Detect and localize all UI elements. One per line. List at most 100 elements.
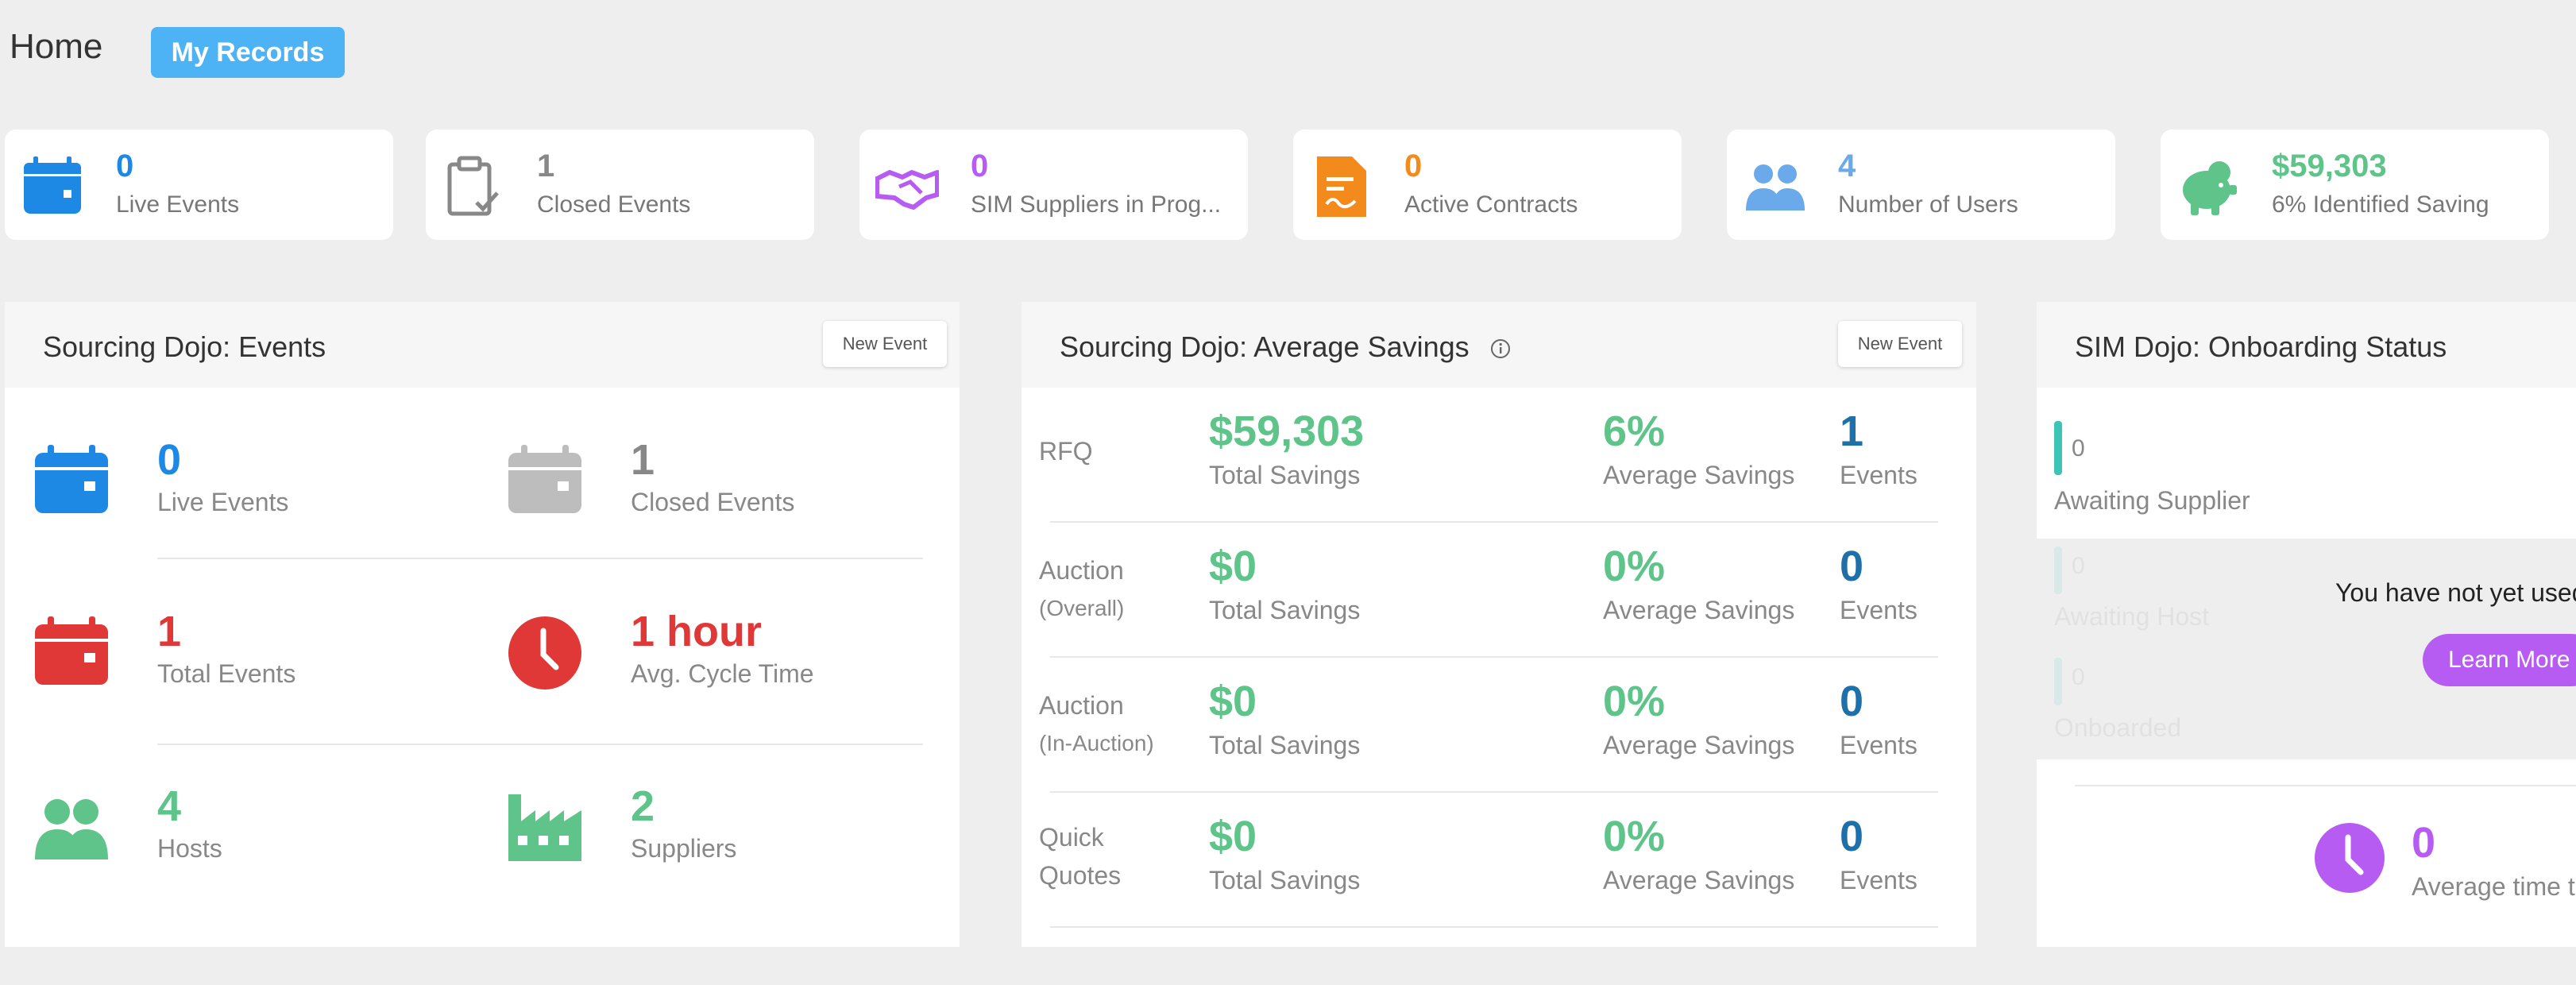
avg-cycle-time-value: 1 hour: [631, 608, 763, 655]
stat-value: 0: [971, 149, 989, 183]
panel-title: Sourcing Dojo: Average Savings: [1060, 330, 1511, 364]
total-savings-label: Total Savings: [1209, 731, 1361, 759]
panel-header: SIM Dojo: Onboarding Status: [2037, 302, 2576, 388]
panel-header: Sourcing Dojo: Average Savings New Event: [1022, 302, 1976, 388]
suppliers-label: Suppliers: [631, 834, 737, 863]
divider: [2075, 785, 2576, 786]
stat-card-active-contracts[interactable]: 0 Active Contracts: [1293, 129, 1682, 240]
total-savings-value: $0: [1209, 543, 1257, 590]
average-savings-value: 0%: [1603, 543, 1666, 590]
panel-title-text: Sourcing Dojo: Average Savings: [1060, 330, 1470, 363]
status-bar: [2054, 421, 2062, 475]
stat-value: 1: [537, 149, 555, 183]
events-value: 1: [1840, 408, 1864, 455]
row-label: Quick Quotes: [1039, 818, 1121, 894]
status-label: Awaiting Supplier: [2054, 486, 2250, 515]
stat-card-number-of-users[interactable]: 4 Number of Users: [1727, 129, 2115, 240]
contract-icon: [1317, 156, 1366, 217]
row-label: Auction (Overall): [1039, 551, 1124, 628]
total-events-label: Total Events: [157, 659, 296, 688]
calendar-icon: [35, 616, 108, 685]
row-label: RFQ: [1039, 432, 1093, 470]
stat-card-identified-saving[interactable]: $59,303 6% Identified Saving: [2161, 129, 2549, 240]
closed-events-label: Closed Events: [631, 488, 795, 516]
row-label-sub: (Overall): [1039, 596, 1125, 620]
stat-value: $59,303: [2272, 149, 2387, 183]
stat-label: Number of Users: [1838, 191, 2018, 218]
row-label-sub: (In-Auction): [1039, 731, 1154, 755]
average-time-value: 0: [2412, 819, 2436, 867]
live-events-label: Live Events: [157, 488, 289, 516]
stat-label: Live Events: [116, 191, 240, 218]
row-label-sub: Quotes: [1039, 861, 1122, 890]
average-savings-label: Average Savings: [1603, 461, 1795, 489]
status-label: Onboarded: [2054, 713, 2182, 742]
events-value: 0: [1840, 678, 1864, 725]
clock-icon: [508, 616, 581, 690]
my-records-button[interactable]: My Records: [151, 27, 345, 78]
users-icon: [35, 799, 108, 859]
clipboard-check-icon: [447, 156, 499, 216]
total-savings-label: Total Savings: [1209, 461, 1361, 489]
stat-label: 6% Identified Saving: [2272, 191, 2489, 218]
row-label-main: Auction: [1039, 556, 1124, 585]
factory-icon: [508, 794, 581, 861]
divider: [1050, 656, 1938, 658]
calendar-icon: [35, 445, 108, 513]
new-event-button[interactable]: New Event: [1838, 321, 1962, 367]
row-label-main: Auction: [1039, 691, 1124, 720]
hosts-value: 4: [157, 782, 182, 830]
piggy-bank-icon: [2183, 161, 2237, 215]
events-panel: Sourcing Dojo: Events New Event 0 Live E…: [5, 302, 960, 947]
average-savings-value: 0%: [1603, 813, 1666, 860]
divider: [1050, 521, 1938, 523]
new-event-button[interactable]: New Event: [823, 321, 947, 367]
page-title: Home: [10, 27, 103, 66]
row-label-main: RFQ: [1039, 437, 1093, 465]
stat-label: Active Contracts: [1404, 191, 1578, 218]
divider: [157, 558, 923, 559]
calendar-icon: [24, 156, 81, 214]
total-savings-value: $0: [1209, 813, 1257, 860]
divider: [1050, 791, 1938, 793]
events-label: Events: [1840, 866, 1918, 894]
row-label: Auction (In-Auction): [1039, 686, 1154, 763]
stat-value: 0: [1404, 149, 1423, 183]
divider: [1050, 926, 1938, 928]
hosts-label: Hosts: [157, 834, 222, 863]
savings-panel: Sourcing Dojo: Average Savings New Event…: [1022, 302, 1976, 947]
info-icon[interactable]: [1490, 338, 1511, 359]
stat-card-closed-events[interactable]: 1 Closed Events: [426, 129, 814, 240]
stat-value: 4: [1838, 149, 1856, 183]
events-label: Events: [1840, 461, 1918, 489]
clock-icon: [2315, 823, 2385, 893]
average-savings-value: 0%: [1603, 678, 1666, 725]
learn-more-button[interactable]: Learn More: [2423, 634, 2576, 686]
total-savings-label: Total Savings: [1209, 866, 1361, 894]
panel-title: SIM Dojo: Onboarding Status: [2075, 330, 2447, 363]
stat-label: Closed Events: [537, 191, 691, 218]
total-events-value: 1: [157, 608, 182, 655]
average-savings-label: Average Savings: [1603, 731, 1795, 759]
closed-events-value: 1: [631, 436, 655, 484]
average-savings-label: Average Savings: [1603, 596, 1795, 624]
average-savings-value: 6%: [1603, 408, 1666, 455]
empty-state-overlay: 0 Awaiting Host 0 Onboarded You have not…: [2037, 539, 2576, 759]
average-savings-label: Average Savings: [1603, 866, 1795, 894]
total-savings-value: $59,303: [1209, 408, 1365, 455]
handshake-icon: [875, 170, 939, 210]
live-events-value: 0: [157, 436, 182, 484]
panel-title: Sourcing Dojo: Events: [43, 330, 326, 363]
events-value: 0: [1840, 543, 1864, 590]
total-savings-label: Total Savings: [1209, 596, 1361, 624]
calendar-icon: [508, 445, 581, 513]
stat-value: 0: [116, 149, 134, 183]
stat-card-live-events[interactable]: 0 Live Events: [5, 129, 393, 240]
status-bar: [2054, 658, 2062, 705]
avg-cycle-time-label: Avg. Cycle Time: [631, 659, 814, 688]
stat-card-sim-suppliers[interactable]: 0 SIM Suppliers in Prog...: [859, 129, 1248, 240]
average-time-label: Average time t: [2412, 872, 2575, 901]
onboarding-panel: SIM Dojo: Onboarding Status 0 Awaiting S…: [2037, 302, 2576, 947]
status-value: 0: [2072, 553, 2085, 579]
events-label: Events: [1840, 731, 1918, 759]
